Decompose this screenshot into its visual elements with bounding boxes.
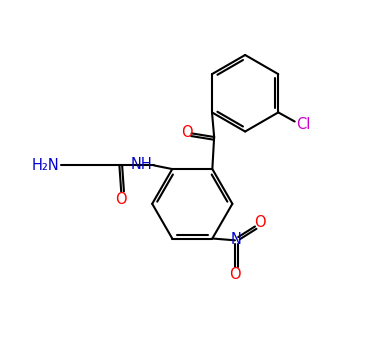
Text: O: O (229, 267, 241, 282)
Text: H₂N: H₂N (31, 158, 59, 173)
Text: NH: NH (131, 157, 152, 172)
Text: O: O (181, 125, 193, 140)
Text: Cl: Cl (296, 117, 311, 132)
Text: O: O (254, 215, 266, 230)
Text: O: O (115, 192, 127, 207)
Text: N: N (230, 232, 241, 247)
